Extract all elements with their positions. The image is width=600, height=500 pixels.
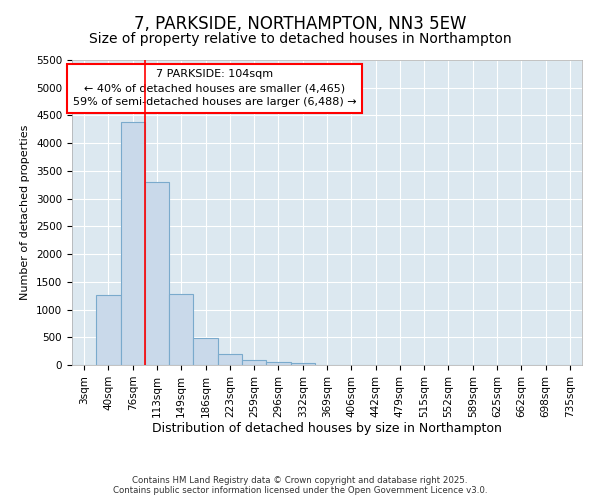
Bar <box>290 363 315 365</box>
Bar <box>145 182 169 365</box>
Bar <box>121 122 145 365</box>
Text: 7, PARKSIDE, NORTHAMPTON, NN3 5EW: 7, PARKSIDE, NORTHAMPTON, NN3 5EW <box>134 15 466 33</box>
Text: Contains HM Land Registry data © Crown copyright and database right 2025.
Contai: Contains HM Land Registry data © Crown c… <box>113 476 487 495</box>
Text: 7 PARKSIDE: 104sqm
← 40% of detached houses are smaller (4,465)
59% of semi-deta: 7 PARKSIDE: 104sqm ← 40% of detached hou… <box>73 69 356 107</box>
Text: Size of property relative to detached houses in Northampton: Size of property relative to detached ho… <box>89 32 511 46</box>
Y-axis label: Number of detached properties: Number of detached properties <box>20 125 31 300</box>
Bar <box>218 354 242 365</box>
Bar <box>242 360 266 365</box>
Bar <box>169 294 193 365</box>
Bar <box>193 338 218 365</box>
Bar <box>96 294 121 365</box>
X-axis label: Distribution of detached houses by size in Northampton: Distribution of detached houses by size … <box>152 422 502 436</box>
Bar <box>266 362 290 365</box>
